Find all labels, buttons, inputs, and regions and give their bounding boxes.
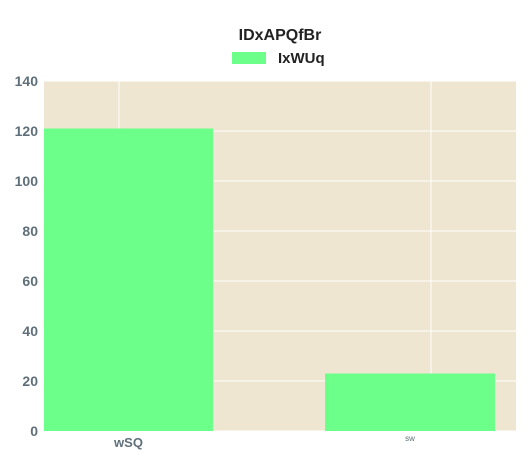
x-tick-label: sw (405, 434, 415, 443)
y-tick-label: 60 (22, 273, 38, 289)
y-tick-label: 40 (22, 323, 38, 339)
bars (44, 128, 496, 431)
legend-label: IxWUq (278, 49, 325, 67)
bar-wSQ (44, 128, 213, 431)
y-tick-label: 100 (15, 173, 39, 189)
chart-title: IDxAPQfBr (238, 27, 322, 44)
y-tick-label: 120 (15, 123, 39, 139)
y-tick-label: 140 (15, 73, 39, 89)
x-tick-labels: wSQ sw (113, 434, 415, 450)
y-tick-label: 0 (30, 423, 38, 439)
legend: IxWUq (232, 48, 325, 68)
y-tick-label: 80 (22, 223, 38, 239)
x-tick-label: wSQ (113, 435, 143, 450)
y-tick-label: 20 (22, 373, 38, 389)
legend-swatch (232, 52, 266, 64)
y-tick-labels: 0 20 40 60 80 100 120 140 (15, 73, 39, 439)
bar-sw (325, 373, 496, 431)
